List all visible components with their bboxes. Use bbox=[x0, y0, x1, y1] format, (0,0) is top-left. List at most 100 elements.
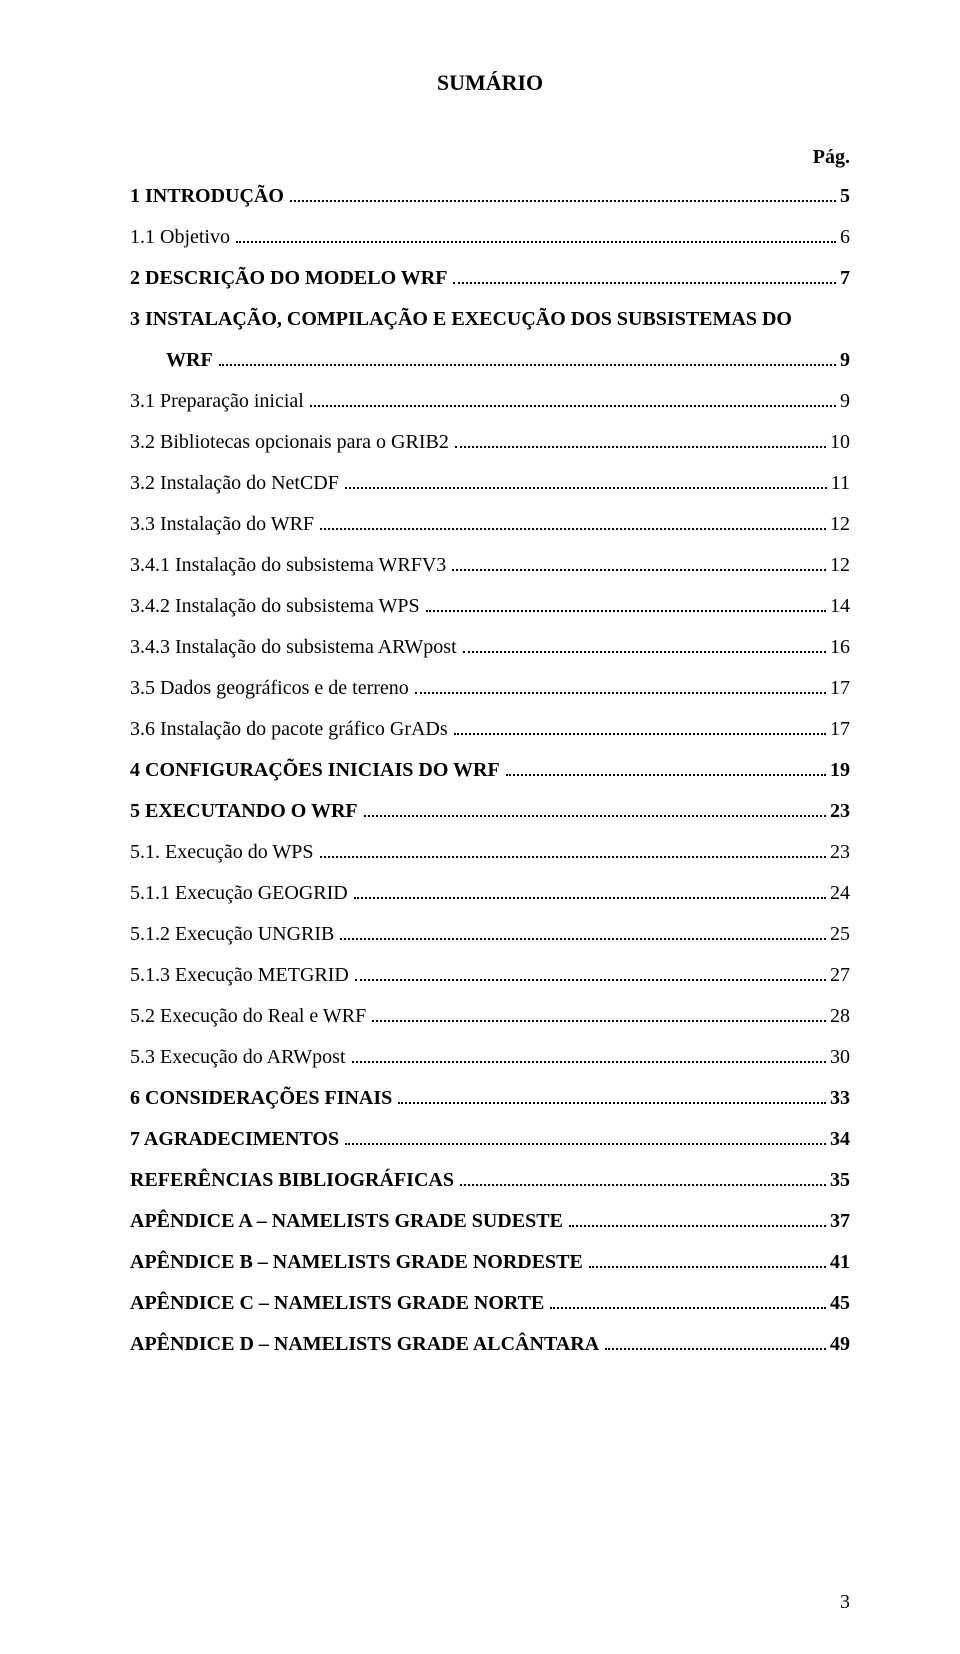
toc-entry-page: 34 bbox=[830, 1126, 850, 1153]
toc-entry: 4 CONFIGURAÇÕES INICIAIS DO WRF 19 bbox=[130, 757, 850, 784]
toc-leader bbox=[310, 389, 836, 407]
toc-entry-label: 3.4.2 Instalação do subsistema WPS bbox=[130, 593, 420, 620]
toc-entry-page: 12 bbox=[830, 552, 850, 579]
toc-entry: 5.3 Execução do ARWpost 30 bbox=[130, 1044, 850, 1071]
toc-entry-label: 5.1.2 Execução UNGRIB bbox=[130, 921, 334, 948]
toc-entry: APÊNDICE A – NAMELISTS GRADE SUDESTE 37 bbox=[130, 1208, 850, 1235]
toc-entry-page: 17 bbox=[830, 675, 850, 702]
toc-leader bbox=[506, 758, 826, 776]
toc-entry: 3.2 Bibliotecas opcionais para o GRIB2 10 bbox=[130, 429, 850, 456]
toc-entry: WRF9 bbox=[130, 347, 850, 374]
toc-leader bbox=[320, 840, 827, 858]
toc-entry-page: 27 bbox=[830, 962, 850, 989]
toc-entry-label: 5 EXECUTANDO O WRF bbox=[130, 798, 358, 825]
toc-entry-label: 7 AGRADECIMENTOS bbox=[130, 1126, 339, 1153]
toc-entry: REFERÊNCIAS BIBLIOGRÁFICAS35 bbox=[130, 1167, 850, 1194]
toc-entry-page: 45 bbox=[830, 1290, 850, 1317]
toc-entry-page: 37 bbox=[830, 1208, 850, 1235]
toc-entry-label: 1 INTRODUÇÃO bbox=[130, 183, 284, 210]
toc-entry-label: 3.6 Instalação do pacote gráfico GrADs bbox=[130, 716, 448, 743]
toc-entry-page: 12 bbox=[830, 511, 850, 538]
page-column-header: Pág. bbox=[130, 146, 850, 169]
toc-entry: 1.1 Objetivo 6 bbox=[130, 224, 850, 251]
toc-entry-page: 23 bbox=[830, 798, 850, 825]
toc-leader bbox=[236, 225, 836, 243]
toc-entry-label: APÊNDICE A – NAMELISTS GRADE SUDESTE bbox=[130, 1208, 563, 1235]
toc-entry-page: 9 bbox=[840, 388, 850, 415]
toc-entry: 3.4.3 Instalação do subsistema ARWpost 16 bbox=[130, 634, 850, 661]
toc-entry-label-line2: WRF bbox=[166, 347, 213, 374]
toc-entry: 3.4.2 Instalação do subsistema WPS 14 bbox=[130, 593, 850, 620]
toc-entry-page: 7 bbox=[840, 265, 850, 292]
toc-entry: 1 INTRODUÇÃO 5 bbox=[130, 183, 850, 210]
toc-entry: 5.1.1 Execução GEOGRID 24 bbox=[130, 880, 850, 907]
toc-entry-label: 3.2 Instalação do NetCDF bbox=[130, 470, 339, 497]
toc-entry-label: 3.4.3 Instalação do subsistema ARWpost bbox=[130, 634, 457, 661]
toc-leader bbox=[569, 1209, 826, 1227]
toc-entry: APÊNDICE C – NAMELISTS GRADE NORTE 45 bbox=[130, 1290, 850, 1317]
toc-leader bbox=[426, 594, 826, 612]
toc-entry-page: 23 bbox=[830, 839, 850, 866]
toc-entry: 2 DESCRIÇÃO DO MODELO WRF7 bbox=[130, 265, 850, 292]
toc-entry-page: 11 bbox=[831, 470, 850, 497]
toc-entry-label: 5.1. Execução do WPS bbox=[130, 839, 314, 866]
toc-entry: 3.5 Dados geográficos e de terreno 17 bbox=[130, 675, 850, 702]
toc-entry-label: 3.3 Instalação do WRF bbox=[130, 511, 314, 538]
toc-leader bbox=[355, 963, 826, 981]
toc-entry-label: 3.4.1 Instalação do subsistema WRFV3 bbox=[130, 552, 446, 579]
toc-entry: 3.3 Instalação do WRF 12 bbox=[130, 511, 850, 538]
toc-entry-page: 25 bbox=[830, 921, 850, 948]
toc-leader bbox=[320, 512, 826, 530]
toc-leader bbox=[415, 676, 826, 694]
toc-leader bbox=[460, 1168, 826, 1186]
toc-entry-page: 10 bbox=[830, 429, 850, 456]
toc-leader bbox=[219, 348, 836, 366]
toc-entry: APÊNDICE B – NAMELISTS GRADE NORDESTE41 bbox=[130, 1249, 850, 1276]
toc-entry: 7 AGRADECIMENTOS 34 bbox=[130, 1126, 850, 1153]
toc-entry-page: 19 bbox=[830, 757, 850, 784]
table-of-contents: 1 INTRODUÇÃO 5 1.1 Objetivo 6 2 DESCRIÇÃO DO… bbox=[130, 183, 850, 1358]
toc-entry-page: 30 bbox=[830, 1044, 850, 1071]
toc-entry-label: 3.2 Bibliotecas opcionais para o GRIB2 bbox=[130, 429, 449, 456]
toc-entry-label: 5.1.1 Execução GEOGRID bbox=[130, 880, 348, 907]
toc-entry-label: APÊNDICE D – NAMELISTS GRADE ALCÂNTARA bbox=[130, 1331, 599, 1358]
toc-entry-label: 5.3 Execução do ARWpost bbox=[130, 1044, 346, 1071]
toc-entry-label: 1.1 Objetivo bbox=[130, 224, 230, 251]
toc-leader bbox=[455, 430, 826, 448]
toc-entry: 5.1.3 Execução METGRID 27 bbox=[130, 962, 850, 989]
toc-entry-label: 3.5 Dados geográficos e de terreno bbox=[130, 675, 409, 702]
toc-leader bbox=[345, 1127, 826, 1145]
toc-entry-label: 5.1.3 Execução METGRID bbox=[130, 962, 349, 989]
toc-entry-page: 6 bbox=[840, 224, 850, 251]
toc-entry-page: 5 bbox=[840, 183, 850, 210]
toc-entry: 5 EXECUTANDO O WRF 23 bbox=[130, 798, 850, 825]
toc-entry: 3 INSTALAÇÃO, COMPILAÇÃO E EXECUÇÃO DOS … bbox=[130, 306, 850, 333]
toc-leader bbox=[589, 1250, 826, 1268]
page-number: 3 bbox=[840, 1591, 850, 1614]
toc-entry: 5.1. Execução do WPS 23 bbox=[130, 839, 850, 866]
toc-leader bbox=[454, 717, 826, 735]
toc-leader bbox=[352, 1045, 826, 1063]
toc-leader bbox=[290, 184, 836, 202]
toc-leader bbox=[463, 635, 826, 653]
toc-entry: 3.4.1 Instalação do subsistema WRFV3 12 bbox=[130, 552, 850, 579]
toc-entry: 3.6 Instalação do pacote gráfico GrADs17 bbox=[130, 716, 850, 743]
toc-entry-label-line1: 3 INSTALAÇÃO, COMPILAÇÃO E EXECUÇÃO DOS … bbox=[130, 306, 792, 333]
toc-entry: 3.2 Instalação do NetCDF 11 bbox=[130, 470, 850, 497]
toc-entry-page: 41 bbox=[830, 1249, 850, 1276]
toc-entry-label: 5.2 Execução do Real e WRF bbox=[130, 1003, 366, 1030]
toc-entry-label: 4 CONFIGURAÇÕES INICIAIS DO WRF bbox=[130, 757, 500, 784]
toc-leader bbox=[372, 1004, 826, 1022]
toc-leader bbox=[605, 1332, 826, 1350]
toc-leader bbox=[452, 553, 826, 571]
toc-entry: 5.1.2 Execução UNGRIB 25 bbox=[130, 921, 850, 948]
toc-entry-page: 14 bbox=[830, 593, 850, 620]
toc-entry: 3.1 Preparação inicial9 bbox=[130, 388, 850, 415]
toc-entry-page: 16 bbox=[830, 634, 850, 661]
toc-entry-page: 24 bbox=[830, 880, 850, 907]
toc-entry: APÊNDICE D – NAMELISTS GRADE ALCÂNTARA49 bbox=[130, 1331, 850, 1358]
toc-entry-label: APÊNDICE C – NAMELISTS GRADE NORTE bbox=[130, 1290, 544, 1317]
toc-leader bbox=[550, 1291, 826, 1309]
toc-entry-page: 33 bbox=[830, 1085, 850, 1112]
toc-entry-page: 28 bbox=[830, 1003, 850, 1030]
